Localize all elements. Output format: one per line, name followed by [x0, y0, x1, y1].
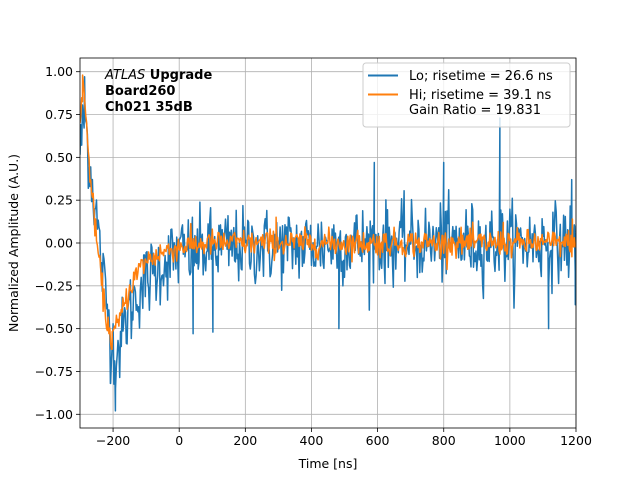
- axis-ticks: −200 0 200 400 600 800 1000 1200 −1.00 −0.75 −0.50…: [35, 64, 592, 448]
- y-tick-label: 0.00: [45, 236, 73, 251]
- series-line-lo: [80, 76, 576, 412]
- y-tick-label: −0.25: [35, 278, 73, 293]
- y-tick-label: 0.25: [45, 193, 73, 208]
- legend-label: Hi; risetime = 39.1 ns: [409, 88, 551, 103]
- annotation-line: ATLAS Upgrade: [104, 68, 212, 83]
- y-tick-label: −0.75: [35, 364, 73, 379]
- annotation-line: Ch021 35dB: [105, 100, 193, 115]
- y-tick-label: 0.50: [45, 150, 73, 165]
- experiment-annotation: ATLAS Upgrade Board260 Ch021 35dB: [104, 68, 212, 115]
- x-tick-label: −200: [96, 433, 130, 448]
- series-layer: [80, 74, 576, 412]
- x-tick-label: 200: [233, 433, 257, 448]
- annotation-segment: Board260: [105, 84, 175, 99]
- y-tick-label: 1.00: [45, 64, 73, 79]
- x-tick-label: 800: [432, 433, 456, 448]
- y-tick-label: −0.50: [35, 321, 73, 336]
- y-tick-label: 0.75: [45, 107, 73, 122]
- x-tick-label: 1200: [560, 433, 592, 448]
- legend-label: Gain Ratio = 19.831: [409, 103, 541, 118]
- x-tick-label: 0: [175, 433, 183, 448]
- y-axis-title: Normalized Amplitude (A.U.): [6, 154, 21, 332]
- legend-box: [362, 62, 571, 128]
- legend: Lo; risetime = 26.6 ns Hi; risetime = 39.…: [362, 62, 571, 128]
- legend-label: Lo; risetime = 26.6 ns: [409, 69, 553, 84]
- annotation-line: Board260: [105, 84, 175, 99]
- x-tick-label: 1000: [494, 433, 526, 448]
- y-tick-label: −1.00: [35, 407, 73, 422]
- x-tick-label: 600: [366, 433, 390, 448]
- annotation-segment: ATLAS: [104, 68, 145, 83]
- x-tick-label: 400: [300, 433, 324, 448]
- annotation-segment: Ch021 35dB: [105, 100, 193, 115]
- annotation-segment: Upgrade: [145, 68, 212, 83]
- series-line-hi: [80, 74, 576, 350]
- x-axis-title: Time [ns]: [298, 456, 358, 471]
